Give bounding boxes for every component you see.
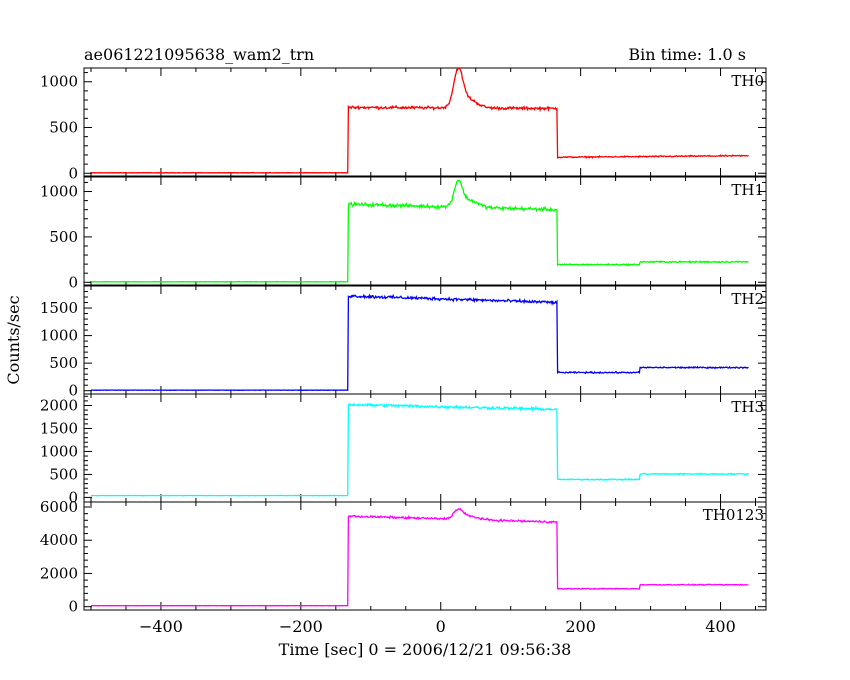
x-tick-label: −200: [279, 617, 323, 636]
series-line-th0123: [90, 508, 749, 607]
figure-title: ae061221095638_wam2_trn: [84, 45, 314, 64]
y-tick-label: 0: [68, 164, 78, 182]
y-tick-label: 1000: [40, 442, 78, 460]
y-tick-label: 500: [49, 228, 78, 246]
panels-group: 0 500 1000 TH0 0 500 1000 TH1 0 500 1000 1500 TH2 0 50…: [40, 66, 767, 636]
y-tick-label: 0: [68, 382, 78, 400]
panel-label: TH0: [731, 72, 764, 90]
y-tick-label: 500: [49, 354, 78, 372]
y-tick-label: 1500: [40, 419, 78, 437]
y-tick-label: 1000: [40, 73, 78, 91]
y-tick-label: 1000: [40, 183, 78, 201]
panel-th1: 0 500 1000 TH1: [40, 176, 767, 291]
y-axis-label: Counts/sec: [4, 295, 23, 384]
series-line-th0: [90, 66, 749, 174]
panel-frame: [83, 67, 767, 177]
y-tick-label: 0: [68, 488, 78, 506]
panel-th2: 0 500 1000 1500 TH2: [40, 285, 767, 400]
panel-frame: [83, 393, 767, 503]
panel-frame: [83, 176, 767, 286]
panel-label: TH3: [731, 398, 764, 416]
y-tick-label: 2000: [40, 564, 78, 582]
x-tick-label: −400: [139, 617, 183, 636]
series-line-th3: [90, 402, 749, 497]
series-line-th2: [91, 293, 749, 392]
panel-th3: 0 500 1000 1500 2000 TH3: [40, 393, 767, 506]
y-tick-label: 500: [49, 118, 78, 136]
panel-th0: 0 500 1000 TH0: [40, 66, 767, 182]
x-axis-label: Time [sec] 0 = 2006/12/21 09:56:38: [279, 640, 572, 659]
panel-frame: [83, 285, 767, 395]
panel-frame: [83, 501, 767, 611]
panel-label: TH1: [731, 181, 764, 199]
panel-label: TH0123: [703, 506, 764, 524]
y-tick-label: 2000: [40, 396, 78, 414]
series-line-th1: [90, 179, 749, 283]
y-tick-label: 1000: [40, 327, 78, 345]
y-tick-label: 4000: [40, 531, 78, 549]
x-tick-label: 0: [436, 617, 446, 636]
y-tick-label: 0: [68, 598, 78, 616]
panel-th0123: 0 2000 4000 6000 TH0123: [40, 498, 767, 616]
panel-label: TH2: [731, 290, 764, 308]
y-tick-label: 500: [49, 465, 78, 483]
x-tick-label: 200: [565, 617, 596, 636]
y-tick-label: 1500: [40, 299, 78, 317]
x-tick-label: 400: [705, 617, 736, 636]
y-tick-label: 0: [68, 273, 78, 291]
y-tick-label: 6000: [40, 498, 78, 516]
bin-time-label: Bin time: 1.0 s: [628, 45, 746, 64]
